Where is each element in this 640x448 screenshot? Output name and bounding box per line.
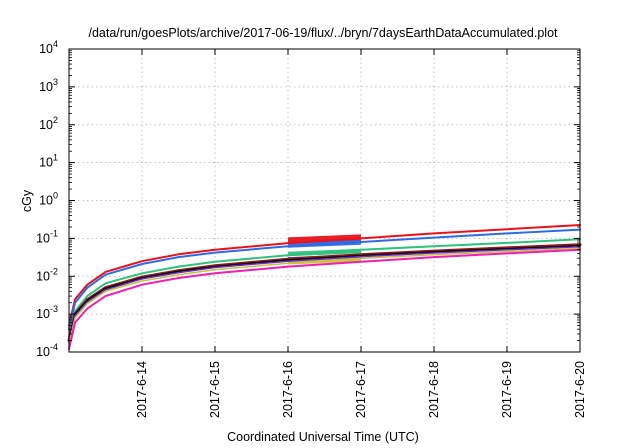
x-tick-label: 2017-6-19 [500, 361, 514, 418]
series-line [68, 238, 581, 338]
series-line [68, 224, 581, 327]
y-tick-label: 10-3 [36, 304, 58, 321]
x-axis-ticks: 2017-6-14 2017-6-15 2017-6-16 2017-6-17 2017… [135, 49, 587, 418]
series-line [68, 248, 581, 350]
y-tick-label: 10-1 [36, 228, 58, 245]
series-line [68, 247, 581, 346]
x-tick-label: 2017-6-17 [354, 361, 368, 418]
y-tick-label: 100 [39, 191, 58, 208]
x-axis-label: Coordinated Universal Time (UTC) [227, 430, 419, 444]
y-axis-ticks: 10-4 10-3 10-2 10-1 100 101 102 103 104 [36, 39, 580, 359]
x-tick-label: 2017-6-16 [281, 361, 295, 418]
x-tick-label: 2017-6-18 [427, 361, 441, 418]
x-tick-label: 2017-6-15 [208, 361, 222, 418]
y-tick-label: 10-4 [36, 342, 58, 359]
chart-title: /data/run/goesPlots/archive/2017-06-19/f… [88, 26, 558, 40]
x-tick-label: 2017-6-14 [135, 361, 149, 418]
series-line [68, 246, 581, 344]
grid-lines [69, 49, 580, 352]
y-tick-label: 103 [39, 77, 58, 94]
y-tick-label: 104 [39, 39, 58, 56]
y-tick-label: 10-2 [36, 266, 58, 283]
x-tick-label: 2017-6-20 [573, 361, 587, 418]
series-line [68, 228, 581, 331]
series-line [68, 244, 581, 342]
data-series [67, 224, 582, 350]
y-axis-label: cGy [20, 189, 34, 212]
y-tick-label: 101 [39, 153, 58, 170]
y-tick-label: 102 [39, 115, 58, 132]
